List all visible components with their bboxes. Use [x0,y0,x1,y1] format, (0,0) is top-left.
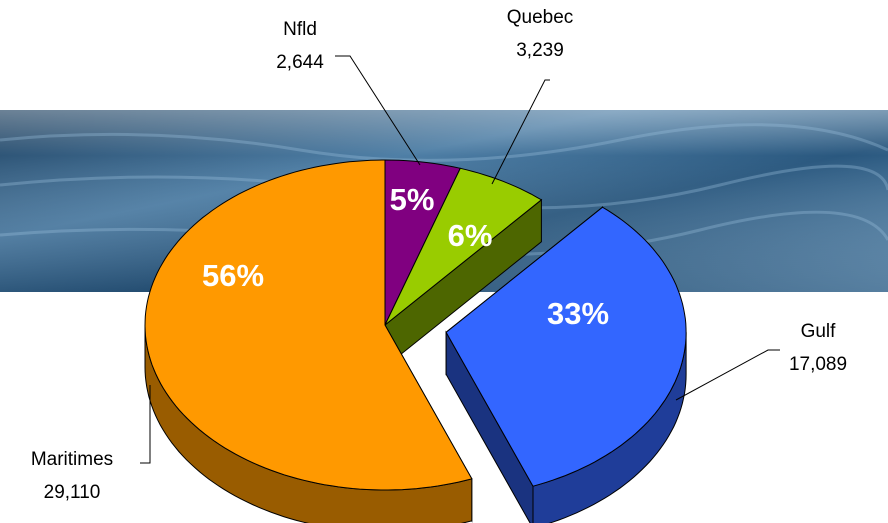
labels: 5% Nfld 2,644 6% Quebec 3,239 33% Gulf 17,089 56%… [31,7,847,503]
slice [384,167,543,369]
percent-label: 6% [448,218,493,253]
category-label: Nfld [283,19,317,40]
value-label: 29,110 [44,482,101,503]
category-label: Quebec [507,7,574,28]
category-label: Maritimes [31,449,113,470]
slice [144,159,473,523]
percent-label: 5% [390,182,435,217]
slice [445,206,687,523]
leader-lines [140,55,780,464]
pie [144,159,687,523]
category-label: Gulf [801,321,837,342]
slice [384,159,462,326]
percent-label: 56% [202,258,264,293]
value-label: 3,239 [516,40,564,61]
slice [144,159,473,491]
slice [384,167,543,326]
value-label: 2,644 [276,52,324,73]
slice [445,206,687,487]
percent-label: 33% [547,296,609,331]
value-label: 17,089 [789,354,847,375]
